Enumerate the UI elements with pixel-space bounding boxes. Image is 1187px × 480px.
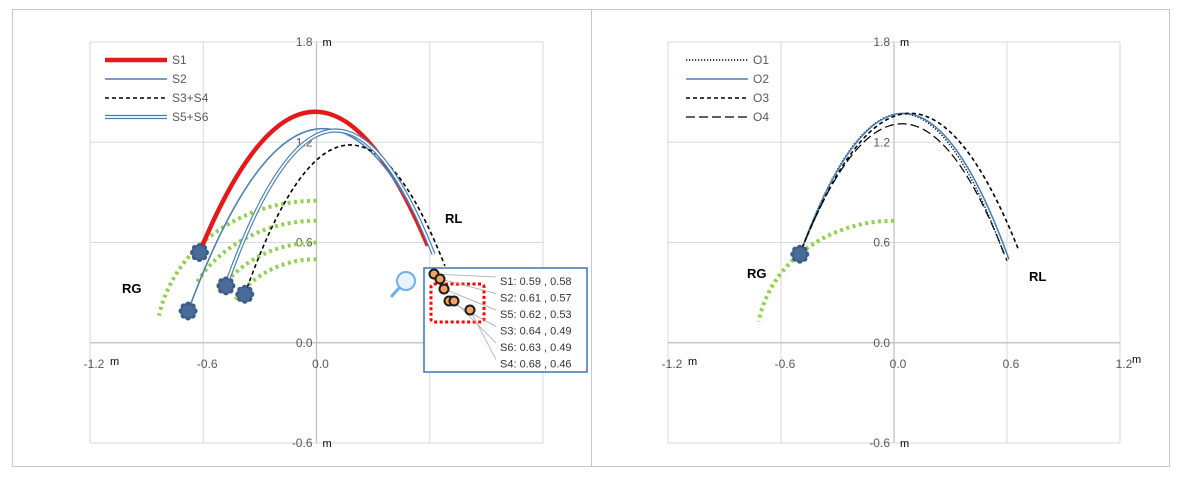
y-axis-unit: m [900, 438, 909, 450]
x-tick-label: -0.6 [775, 357, 796, 371]
chart-right: -1.2 -0.6 0.0 0.6 1.2m m1.81.20.60.0-0.6mmO1O… [662, 35, 1142, 450]
series-line-s5-s6-inner [225, 129, 435, 287]
callout-leader [443, 288, 497, 311]
y-axis-unit: m [323, 37, 332, 49]
callout-label: S1: 0.59 , 0.58 [500, 276, 572, 288]
start-marker [790, 244, 810, 264]
series-line-s5-s6 [223, 128, 436, 287]
legend-label: O1 [753, 53, 769, 67]
annotation-rl: RL [1029, 269, 1046, 284]
callout-point [448, 295, 460, 307]
annotation-rg: RG [747, 266, 767, 281]
y-axis-unit: m [900, 37, 909, 49]
series-line-s2 [187, 127, 433, 312]
release-arc [195, 218, 317, 283]
start-marker [216, 276, 236, 296]
start-marker [235, 284, 255, 304]
legend-label: S2 [172, 72, 187, 86]
series-line-o2 [799, 112, 1010, 260]
start-marker-body [192, 246, 206, 260]
x-axis-unit: m [1132, 354, 1141, 366]
legend-label: S3+S4 [172, 91, 209, 105]
legend-label: O4 [753, 110, 769, 124]
legend-label: S5+S6 [172, 110, 209, 124]
callout-point [434, 273, 446, 285]
callout-leader [433, 273, 497, 278]
start-marker-body [238, 287, 252, 301]
legend-label: O2 [753, 72, 769, 86]
annotation-rl: RL [445, 211, 462, 226]
y-axis-unit: m [323, 438, 332, 450]
start-marker-body [793, 247, 807, 261]
y-tick-label: 0.6 [873, 236, 890, 250]
y-tick-label: -0.6 [869, 436, 890, 450]
callout-leader [439, 278, 497, 294]
x-axis-unit: m [688, 356, 697, 368]
start-marker [178, 301, 198, 321]
x-tick-label: -1.2 [84, 357, 105, 371]
magnifier-lens [396, 271, 416, 291]
x-tick-label: -1.2 [662, 357, 683, 371]
y-tick-label: 1.8 [296, 35, 313, 49]
start-marker-body [219, 279, 233, 293]
legend-label: S1 [172, 53, 187, 67]
x-tick-label: 0.0 [312, 357, 329, 371]
annotation-rg: RG [122, 281, 142, 296]
series-line-o3 [799, 112, 1020, 255]
callout-leader [469, 309, 497, 360]
callout-point [464, 304, 476, 316]
legend-label: O3 [753, 91, 769, 105]
callout-label: S6: 0.63 , 0.49 [500, 342, 572, 354]
start-marker-body [181, 304, 195, 318]
highlight-dotted-box [429, 282, 486, 324]
x-tick-label: 1.2 [1116, 357, 1133, 371]
series-line-s1 [197, 109, 430, 254]
start-marker [190, 243, 209, 262]
chart-left: -1.2-0.60.00.6m1.81.20.60.0-0.6mmS1S2S3+… [84, 35, 588, 450]
callout-label: S2: 0.61 , 0.57 [500, 293, 572, 305]
series-line-o4 [799, 123, 1008, 262]
y-tick-label: 1.2 [873, 135, 890, 149]
panel-divider [591, 9, 592, 467]
callout-label: S3: 0.64 , 0.49 [500, 326, 572, 338]
callout-leader [453, 300, 497, 344]
x-tick-label: 0.0 [890, 357, 907, 371]
release-arc [216, 240, 317, 294]
y-tick-label: 0.6 [296, 236, 313, 250]
callout-label: S5: 0.62 , 0.53 [500, 309, 572, 321]
callout-label: S4: 0.68 , 0.46 [500, 359, 572, 371]
x-axis-unit: m [110, 356, 119, 368]
x-tick-label: -0.6 [197, 357, 218, 371]
series-line-s3-s4 [244, 144, 446, 295]
y-tick-label: 0.0 [296, 336, 313, 350]
callout-point [438, 283, 450, 295]
x-tick-label: 0.6 [1003, 357, 1020, 371]
y-tick-label: 0.0 [873, 336, 890, 350]
magnifier-icon [389, 271, 416, 298]
release-arc [157, 198, 317, 317]
y-tick-label: 1.8 [873, 35, 890, 49]
magnifier-handle [389, 287, 401, 298]
y-tick-label: -0.6 [292, 436, 313, 450]
